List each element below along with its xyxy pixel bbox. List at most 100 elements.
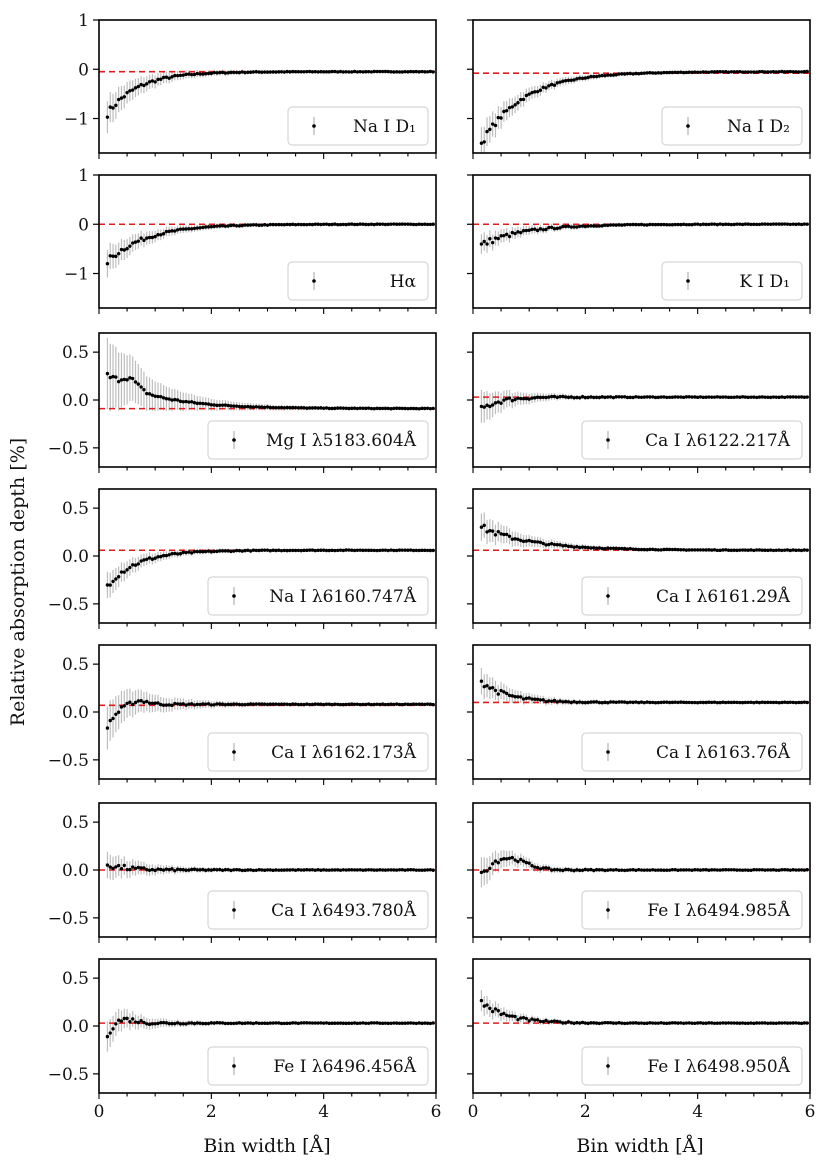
legend-box (287, 106, 429, 146)
data-point (392, 868, 396, 872)
y-axis-label: Relative absorption depth [%] (7, 438, 29, 726)
data-point (735, 700, 739, 705)
data-point (578, 224, 582, 229)
data-point (347, 222, 351, 226)
data-point (572, 699, 576, 704)
y-tick-label: −0.5 (48, 1065, 89, 1085)
data-point (240, 1021, 244, 1026)
data-point (184, 868, 188, 872)
data-point (667, 1021, 672, 1025)
data-point (606, 73, 610, 77)
data-point (285, 1021, 289, 1026)
data-point (330, 1021, 334, 1025)
data-point (569, 868, 573, 872)
data-point (566, 1020, 571, 1024)
data-point (153, 556, 157, 560)
data-point (341, 1021, 346, 1025)
data-point (760, 548, 764, 552)
data-points (105, 548, 435, 587)
data-point (198, 401, 202, 405)
data-point (622, 72, 627, 76)
data-point (218, 867, 222, 872)
data-point (710, 222, 714, 226)
data-point (352, 548, 357, 553)
data-point (302, 1021, 306, 1025)
panel-2: Na I D₂ (467, 19, 811, 159)
data-point (606, 868, 610, 872)
data-point (220, 868, 225, 872)
data-point (274, 702, 278, 706)
data-point (797, 868, 801, 872)
data-point (271, 222, 275, 227)
data-point (516, 396, 520, 400)
data-point (549, 699, 554, 703)
legend-box (287, 261, 429, 301)
data-point (510, 1014, 515, 1018)
data-point (541, 395, 545, 400)
data-point (389, 70, 393, 74)
data-point (229, 549, 233, 554)
data-point (721, 700, 725, 704)
data-point (341, 868, 346, 872)
data-point (563, 543, 568, 548)
data-point (566, 395, 571, 400)
data-point (187, 1021, 191, 1025)
data-point (482, 1004, 486, 1008)
data-point (153, 394, 157, 398)
data-point (254, 405, 258, 409)
data-point (684, 548, 689, 552)
data-point (527, 397, 531, 401)
data-point (285, 405, 289, 410)
data-point (771, 222, 776, 226)
data-point (350, 1021, 354, 1026)
data-point (119, 1019, 124, 1023)
data-point (617, 223, 621, 227)
data-point (355, 406, 360, 411)
data-point (369, 222, 374, 226)
data-point (291, 1021, 295, 1025)
data-point (271, 1021, 275, 1025)
data-point (738, 1021, 742, 1025)
data-point (277, 548, 281, 552)
data-point (499, 532, 503, 536)
data-point (150, 393, 155, 397)
data-point (639, 547, 644, 552)
data-point (802, 700, 807, 704)
data-point (555, 226, 559, 231)
data-point (805, 868, 809, 872)
data-point (622, 223, 627, 227)
data-point (223, 403, 228, 407)
data-point (743, 548, 748, 552)
data-point (726, 395, 731, 400)
data-point (400, 222, 404, 226)
legend-label: Ca I λ6493.780Å (271, 900, 417, 921)
data-point (330, 868, 334, 872)
data-point (411, 70, 416, 74)
data-point (251, 70, 256, 74)
data-point (594, 224, 599, 228)
data-point (583, 76, 588, 80)
data-point (341, 222, 346, 227)
legend-label: Fe I λ6494.985Å (647, 900, 790, 921)
data-point (693, 700, 697, 705)
data-point (223, 549, 228, 553)
data-point (128, 1020, 132, 1024)
errorbars (480, 512, 808, 553)
data-point (336, 70, 340, 74)
data-point (485, 242, 489, 246)
y-tick-label: 0.0 (62, 547, 89, 567)
data-point (679, 1021, 683, 1025)
data-point (254, 1021, 258, 1025)
data-point (519, 538, 523, 543)
data-point (147, 868, 152, 873)
data-point (156, 1021, 160, 1026)
data-point (490, 240, 495, 245)
data-point (310, 868, 315, 872)
data-point (763, 222, 767, 226)
data-point (366, 406, 371, 410)
data-point (389, 702, 393, 706)
data-point (133, 700, 138, 705)
data-point (173, 551, 177, 556)
data-point (260, 1021, 264, 1025)
